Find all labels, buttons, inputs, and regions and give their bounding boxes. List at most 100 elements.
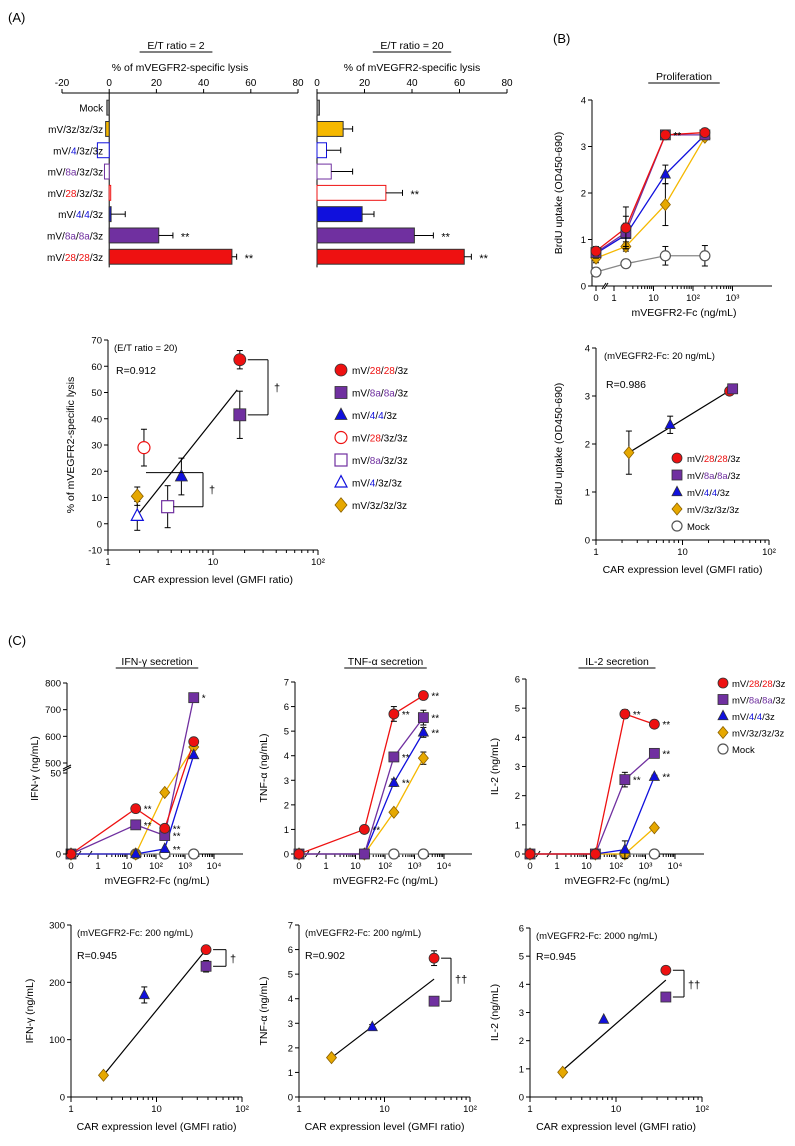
label-segment: /3z xyxy=(90,231,103,242)
y-tick-label: 100 xyxy=(49,1035,65,1046)
bar-mock xyxy=(316,99,320,116)
label-segment: / xyxy=(381,389,384,400)
b_fill-marker xyxy=(366,1020,378,1032)
r_fill-marker xyxy=(589,848,601,860)
series-line-b_fill xyxy=(71,754,195,855)
significance-mark: ** xyxy=(173,824,181,835)
significance-mark: ** xyxy=(402,753,410,764)
y-tick-label: 1 xyxy=(284,825,289,836)
label-segment: /3z xyxy=(773,696,786,707)
bar-p_open xyxy=(103,163,110,180)
significance-mark: ** xyxy=(431,728,439,739)
yyy-marker xyxy=(334,497,348,513)
label-segment: 8a xyxy=(704,471,715,482)
chart-title: Proliferation xyxy=(656,71,712,83)
yyy-marker xyxy=(159,785,171,800)
r_fill-marker xyxy=(417,690,429,701)
y-tick-label: 0 xyxy=(56,850,61,861)
y-tick-label: 4 xyxy=(581,96,586,107)
y-axis-label: BrdU uptake (OD450-690) xyxy=(553,383,565,506)
y-tick-label: 30 xyxy=(91,441,102,452)
yyy-marker xyxy=(97,1068,110,1082)
x-axis-label: CAR expression level (GMFI ratio) xyxy=(77,1121,237,1133)
label-segment: /3z/3z xyxy=(77,168,104,179)
x-tick-label: 0 xyxy=(68,861,73,872)
x-tick-label: 10³ xyxy=(639,861,653,872)
x-tick-label: -20 xyxy=(55,78,70,89)
bar-b_fill xyxy=(316,206,363,223)
x-tick-label: 20 xyxy=(359,78,371,89)
significance-mark: ** xyxy=(411,189,420,201)
significance-mark: ** xyxy=(662,749,670,760)
bar-yyy xyxy=(316,120,344,137)
mock-marker xyxy=(671,520,683,532)
label-segment: / xyxy=(709,488,712,499)
panel-label-a: (A) xyxy=(8,10,25,25)
series-line-p_fill xyxy=(595,134,705,254)
x-tick-label: 80 xyxy=(501,78,513,89)
significance-mark: ** xyxy=(441,231,450,243)
label-segment: 8a xyxy=(384,389,396,400)
x-tick-label: 10³ xyxy=(726,293,740,304)
x-tick-label: 10² xyxy=(311,557,325,568)
label-segment: / xyxy=(76,253,79,264)
category-label-b_fill: mV/4/4/3z xyxy=(58,210,103,221)
label-segment: 4 xyxy=(704,488,709,499)
x-tick-label: 60 xyxy=(245,78,257,89)
label-segment: / xyxy=(381,366,384,377)
r_fill-marker xyxy=(130,803,142,815)
y-tick-label: 5 xyxy=(288,970,293,981)
legend-label-b_open: mV/4/3z/3z xyxy=(352,479,402,490)
x-axis-label: CAR expression level (GMFI ratio) xyxy=(133,574,293,586)
label-segment: / xyxy=(714,471,717,482)
series-line-r_fill xyxy=(70,741,195,855)
y-axis-label: IL-2 (ng/mL) xyxy=(489,738,501,795)
mock-marker xyxy=(188,848,200,860)
r_fill-marker xyxy=(293,848,305,860)
bar-b_open xyxy=(316,142,327,159)
y-tick-label: 2 xyxy=(519,1036,524,1047)
x-tick-label: 10 xyxy=(677,547,688,558)
label-segment: 4 xyxy=(84,210,90,221)
x-tick-label: 0 xyxy=(527,861,532,872)
y-tick-label: 1 xyxy=(515,820,520,831)
p_fill-marker xyxy=(200,960,212,972)
x-tick-label: 10² xyxy=(235,1104,249,1115)
yyy-marker xyxy=(671,502,683,516)
x-tick-label: 10² xyxy=(609,861,623,872)
y-tick-label: 70 xyxy=(91,336,102,347)
bar-b_fill xyxy=(108,206,112,223)
legend-label-mock: Mock xyxy=(732,745,755,756)
p_fill-marker xyxy=(428,995,440,1007)
y-tick-label: 4 xyxy=(585,344,590,355)
mock-marker xyxy=(417,848,429,860)
x-tick-label: 80 xyxy=(292,78,304,89)
series-line-b_fill xyxy=(595,134,706,255)
b_fill-marker xyxy=(648,770,661,781)
p_fill-marker xyxy=(619,774,631,786)
label-segment: 8a xyxy=(79,231,91,242)
r_fill-marker xyxy=(388,708,400,720)
x-tick-label: 0 xyxy=(296,861,301,872)
x-tick-label: 10⁴ xyxy=(668,861,683,872)
b_fill-marker xyxy=(138,988,150,1000)
bar-p_open xyxy=(316,163,332,180)
x-tick-label: 1 xyxy=(527,1104,532,1115)
label-segment: mV/3z/3z/3z xyxy=(48,125,103,136)
yyy-marker xyxy=(648,821,660,835)
label-segment: /3z xyxy=(717,488,730,499)
bar-yyy xyxy=(105,120,110,137)
y-tick-label: 7 xyxy=(284,678,289,689)
significance-mark: ** xyxy=(673,131,681,142)
r_fill-marker xyxy=(524,848,536,860)
axis-break xyxy=(601,282,607,290)
label-segment: mV/ xyxy=(732,712,749,723)
y-tick-label: 6 xyxy=(288,945,293,956)
legend-label-r_fill: mV/28/28/3z xyxy=(687,454,741,465)
label-segment: /3z/3z xyxy=(77,146,104,157)
tnf_secretion-chart: TNF-α secretion 0 1 2 3 4 5 6 7 0 1 10 10² 10³ 10⁴ mVEG… xyxy=(258,656,472,887)
regression-line xyxy=(134,389,238,519)
x-tick-label: 10 xyxy=(122,861,133,872)
label-segment: mV/ xyxy=(352,389,370,400)
x-tick-label: 1 xyxy=(296,1104,301,1115)
